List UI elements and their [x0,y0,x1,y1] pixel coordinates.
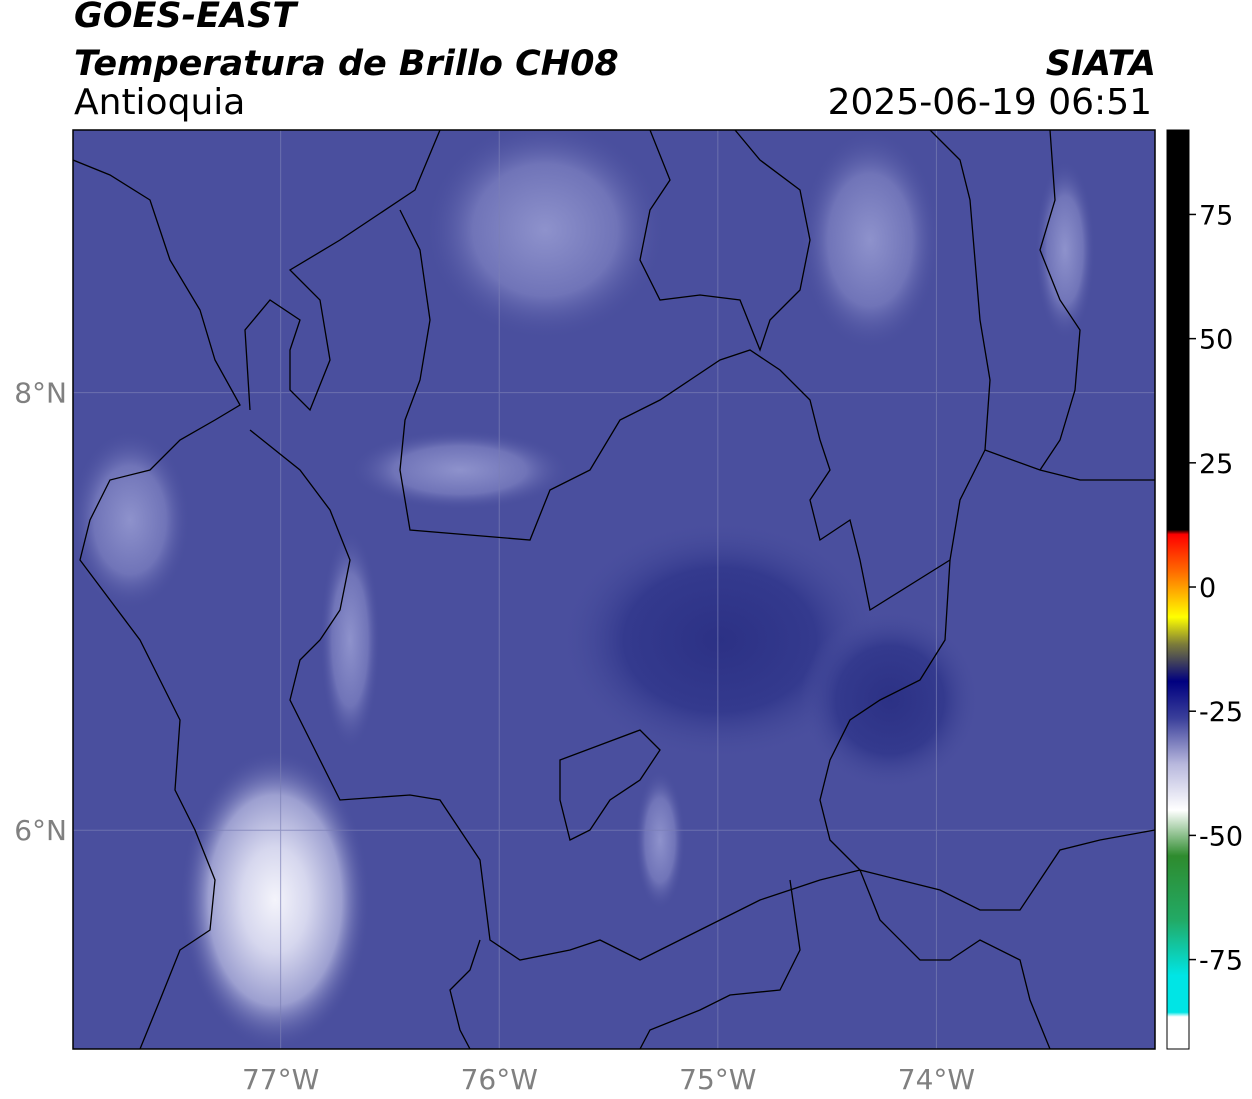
boundaries [73,130,1155,1049]
longitude-tick-label: 77°W [242,1063,319,1096]
map-frame [72,129,1156,1050]
colorbar-scale [1166,129,1190,1050]
department-boundary [449,939,481,1049]
datetime-label: 2025-06-19 06:51 [827,82,1152,123]
colorbar-tick-label: 75 [1199,200,1233,231]
colorbar-tick-label: 0 [1199,573,1216,604]
colorbar-tick-label: -75 [1199,946,1243,977]
department-boundary [399,209,951,612]
latitude-tick-label: 8°N [14,377,67,410]
cold-cloud-region [425,130,665,340]
latitude-tick-labels: 8°N 6°N [14,377,67,848]
department-boundary [1039,130,1081,471]
brightness-temperature-field [73,130,1155,1049]
department-boundary [859,869,1051,1049]
cold-cloud-region [320,530,380,750]
department-boundary [929,130,991,561]
gridlines [73,130,1155,1049]
department-boundary [249,429,861,961]
department-boundary [559,729,661,841]
coldest-cloud-region [180,750,370,1049]
coastline-gulf-uraba [244,130,441,412]
coastline [73,159,241,1049]
colorbar-ticks: 75 50 25 0 -25 -50 -75 [1189,200,1243,977]
colorbar-tick-label: 50 [1199,325,1233,356]
department-boundary [984,449,1155,481]
department-boundary [639,130,811,352]
colorbar: 75 50 25 0 -25 -50 -75 [1166,129,1243,1050]
satellite-title: GOES-EAST [74,0,297,36]
cold-cloud-region [635,770,685,910]
cold-cloud-region [800,130,940,350]
cold-cloud-region [1035,160,1095,340]
organization-label: SIATA [1045,44,1156,84]
colorbar-tick-label: -50 [1199,821,1243,852]
longitude-tick-label: 75°W [679,1063,756,1096]
colorbar-tick-label: -25 [1199,697,1243,728]
colorbar-tick-label: 25 [1199,449,1233,480]
longitude-tick-labels: 77°W 76°W 75°W 74°W [242,1063,975,1096]
latitude-tick-label: 6°N [14,814,67,847]
longitude-tick-label: 74°W [898,1063,975,1096]
cold-cloud-region [350,430,570,510]
longitude-tick-label: 76°W [461,1063,538,1096]
product-title: Temperatura de Brillo CH08 [74,44,619,84]
region-subtitle: Antioquia [74,82,246,123]
warm-region [800,610,980,790]
department-boundary [639,879,801,1049]
cold-cloud-region [73,430,190,610]
